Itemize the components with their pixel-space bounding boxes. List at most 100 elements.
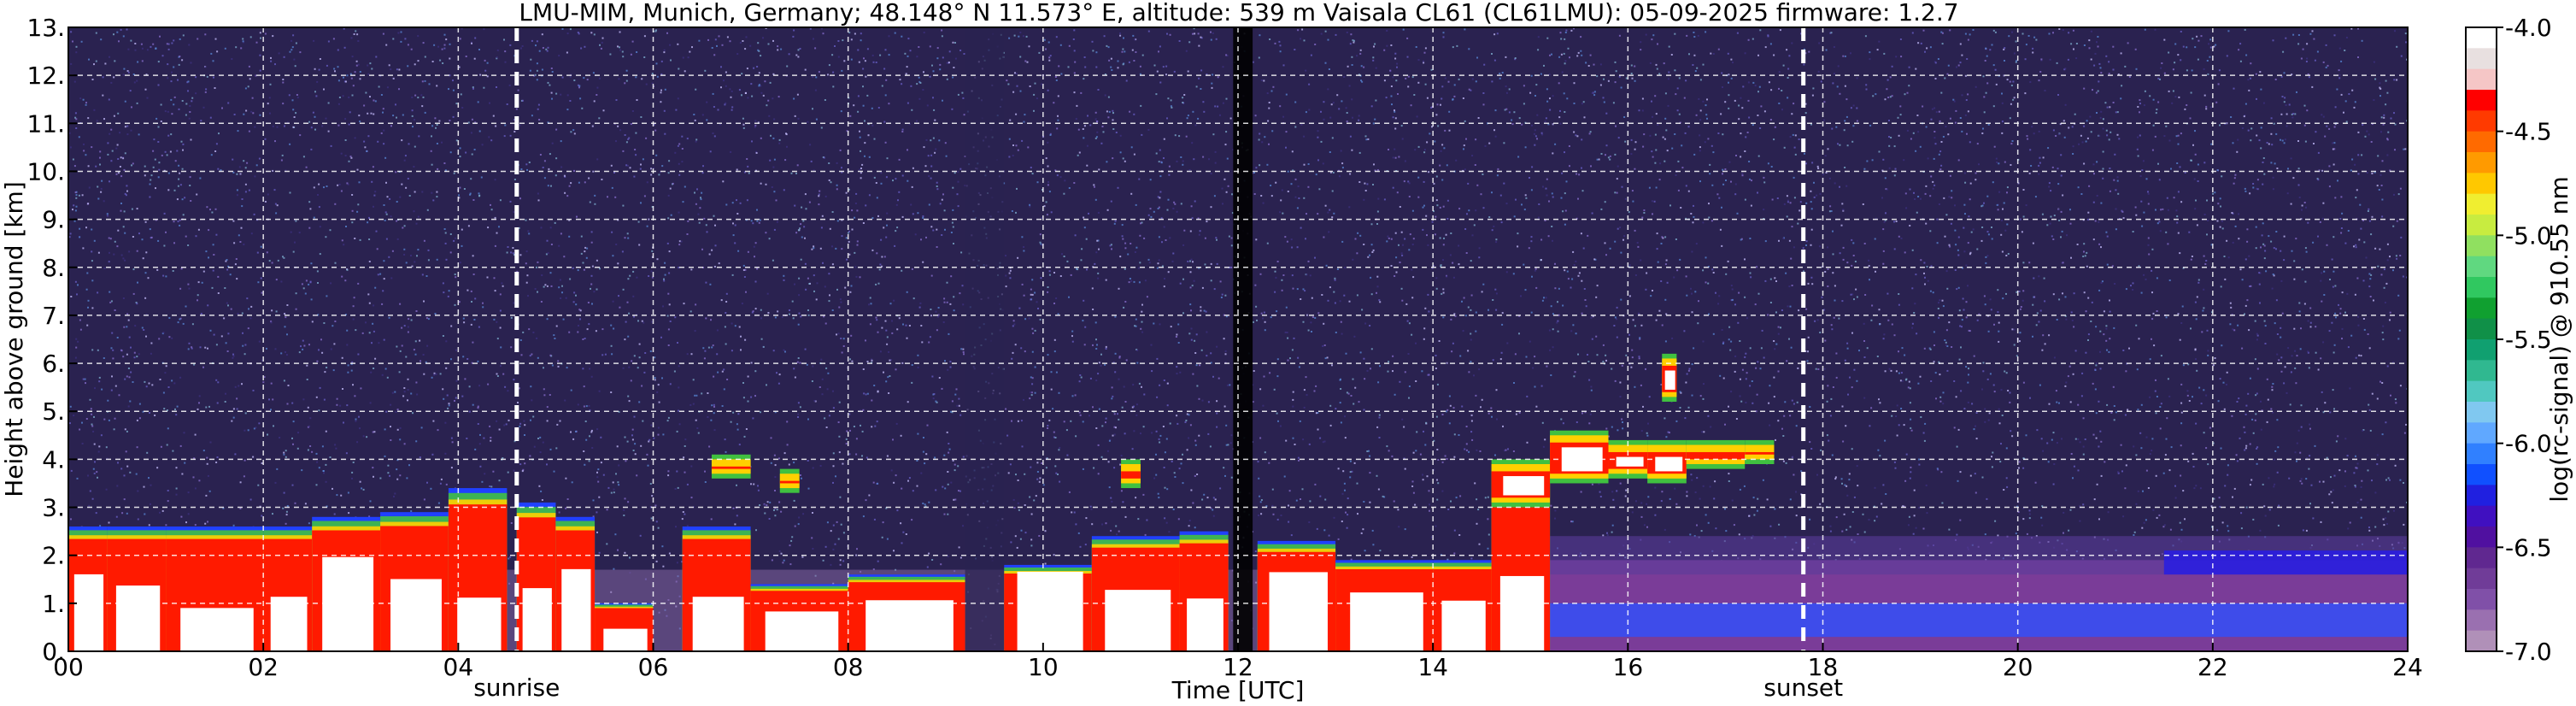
colorbar-swatch (2466, 110, 2497, 132)
y-tick-label: 13. (26, 14, 65, 42)
x-tick-label: 08 (833, 653, 864, 681)
x-tick-label: 20 (2003, 653, 2033, 681)
x-tick-label: 04 (443, 653, 474, 681)
colorbar-swatch (2466, 235, 2497, 257)
y-tick-label: 4. (42, 445, 65, 474)
colorbar-swatch (2466, 256, 2497, 278)
x-tick-label: 00 (53, 653, 84, 681)
cloud-segment (322, 556, 374, 651)
cloud-segment (73, 574, 104, 651)
cloud-segment (561, 568, 591, 651)
cloud-segment (866, 600, 954, 651)
upper-cloud (779, 480, 800, 484)
colorbar-tick-label: -4.5 (2505, 118, 2552, 146)
signal-gap (1233, 27, 1253, 651)
x-tick-label: 10 (1028, 653, 1059, 681)
aerosol-layer (2163, 550, 2408, 575)
colorbar-label: log(rc-signal) @ 910.55 nm (2545, 176, 2573, 502)
cloud-segment (692, 597, 744, 651)
cloud-segment (522, 588, 552, 651)
x-tick-label: 14 (1417, 653, 1448, 681)
sun-marker-labels: sunrise sunset (473, 674, 1843, 702)
y-tick-label: 10. (26, 157, 65, 185)
colorbar-swatch (2466, 68, 2497, 91)
cloud-segment (115, 585, 161, 651)
y-tick-label: 7. (42, 302, 65, 330)
signal-gap (965, 27, 1005, 651)
x-tick-label: 06 (638, 653, 669, 681)
colorbar-swatch (2466, 568, 2497, 590)
colorbar-swatch (2466, 589, 2497, 610)
x-tick-label: 18 (1808, 653, 1839, 681)
sun-marker-layer (514, 27, 1806, 651)
y-tick-label: 6. (42, 350, 65, 378)
upper-cloud (1686, 451, 1746, 460)
cloud-segment (1269, 572, 1328, 651)
colorbar-swatch (2466, 131, 2497, 153)
colorbar-swatch (2466, 318, 2497, 340)
colorbar-swatch (2466, 402, 2497, 423)
colorbar-swatch (2466, 630, 2497, 652)
colorbar-swatch (2466, 152, 2497, 174)
x-axis-label: Time [UTC] (1171, 676, 1305, 704)
colorbar-swatch (2466, 339, 2497, 361)
cloud-segment (180, 608, 254, 651)
upper-cloud (1664, 370, 1675, 390)
y-tick-label: 0. (42, 638, 65, 666)
upper-cloud (1655, 456, 1683, 472)
y-tick-label: 2. (42, 542, 65, 570)
colorbar-swatch (2466, 380, 2497, 403)
y-tick-label: 1. (42, 590, 65, 618)
colorbar-swatch (2466, 464, 2497, 485)
cloud-segment (1350, 592, 1423, 651)
colorbar-swatch (2466, 277, 2497, 298)
colorbar-swatch (2466, 297, 2497, 320)
cloud-segment (270, 597, 308, 651)
x-axis-ticks: 00 02 04 06 08 10 12 14 16 18 20 22 24 (53, 643, 2423, 681)
colorbar-tick-label: -5.5 (2505, 326, 2552, 354)
colorbar: -4.0 -4.5 -5.0 -5.5 -6.0 -6.5 -7.0 (2465, 14, 2552, 666)
colorbar-swatch (2466, 193, 2497, 215)
x-tick-label: 02 (248, 653, 279, 681)
upper-cloud (1121, 471, 1141, 479)
colorbar-swatch (2466, 90, 2497, 111)
upper-cloud (1745, 451, 1775, 455)
colorbar-swatch (2466, 485, 2497, 507)
sunrise-label: sunrise (473, 674, 560, 702)
upper-cloud (779, 474, 800, 489)
cloud-segment (1105, 590, 1171, 651)
colorbar-tick-label: -7.0 (2505, 638, 2552, 666)
upper-cloud (1503, 476, 1545, 496)
colorbar-swatch (2466, 360, 2497, 382)
cloud-segment (457, 597, 502, 651)
colorbar-swatch (2466, 505, 2497, 527)
y-tick-label: 9. (42, 206, 65, 234)
colorbar-swatch (2466, 547, 2497, 569)
cloud-segment (1499, 575, 1545, 651)
x-tick-label: 22 (2198, 653, 2228, 681)
y-axis-ticks: 0. 1. 2. 3. 4. 5. 6. 7. 8. 9. 10. 11. 12. 13. (26, 14, 77, 666)
colorbar-tick-label: -4.0 (2505, 14, 2552, 42)
y-tick-label: 8. (42, 254, 65, 282)
cloud-segment (1441, 600, 1486, 651)
colorbar-swatch (2466, 48, 2497, 70)
grid-layer (68, 27, 2408, 651)
colorbar-swatch (2466, 443, 2497, 465)
chart-title: LMU-MIM, Munich, Germany; 48.148° N 11.5… (519, 0, 1958, 26)
colorbar-tick-label: -5.0 (2505, 221, 2552, 250)
colorbar-swatch (2466, 27, 2497, 49)
signal-layer (68, 27, 2408, 651)
colorbar-swatch (2466, 609, 2497, 632)
colorbar-swatch (2466, 215, 2497, 236)
cloud-segment (1187, 598, 1223, 651)
y-tick-label: 5. (42, 397, 65, 426)
x-tick-label: 16 (1613, 653, 1644, 681)
sunset-label: sunset (1763, 674, 1843, 702)
colorbar-swatch (2466, 527, 2497, 548)
y-axis-label: Height above ground [km] (0, 181, 28, 497)
upper-cloud (711, 466, 751, 469)
plot-area (68, 27, 2408, 651)
cloud-segment (1017, 571, 1083, 651)
aerosol-layer (1550, 603, 2408, 638)
